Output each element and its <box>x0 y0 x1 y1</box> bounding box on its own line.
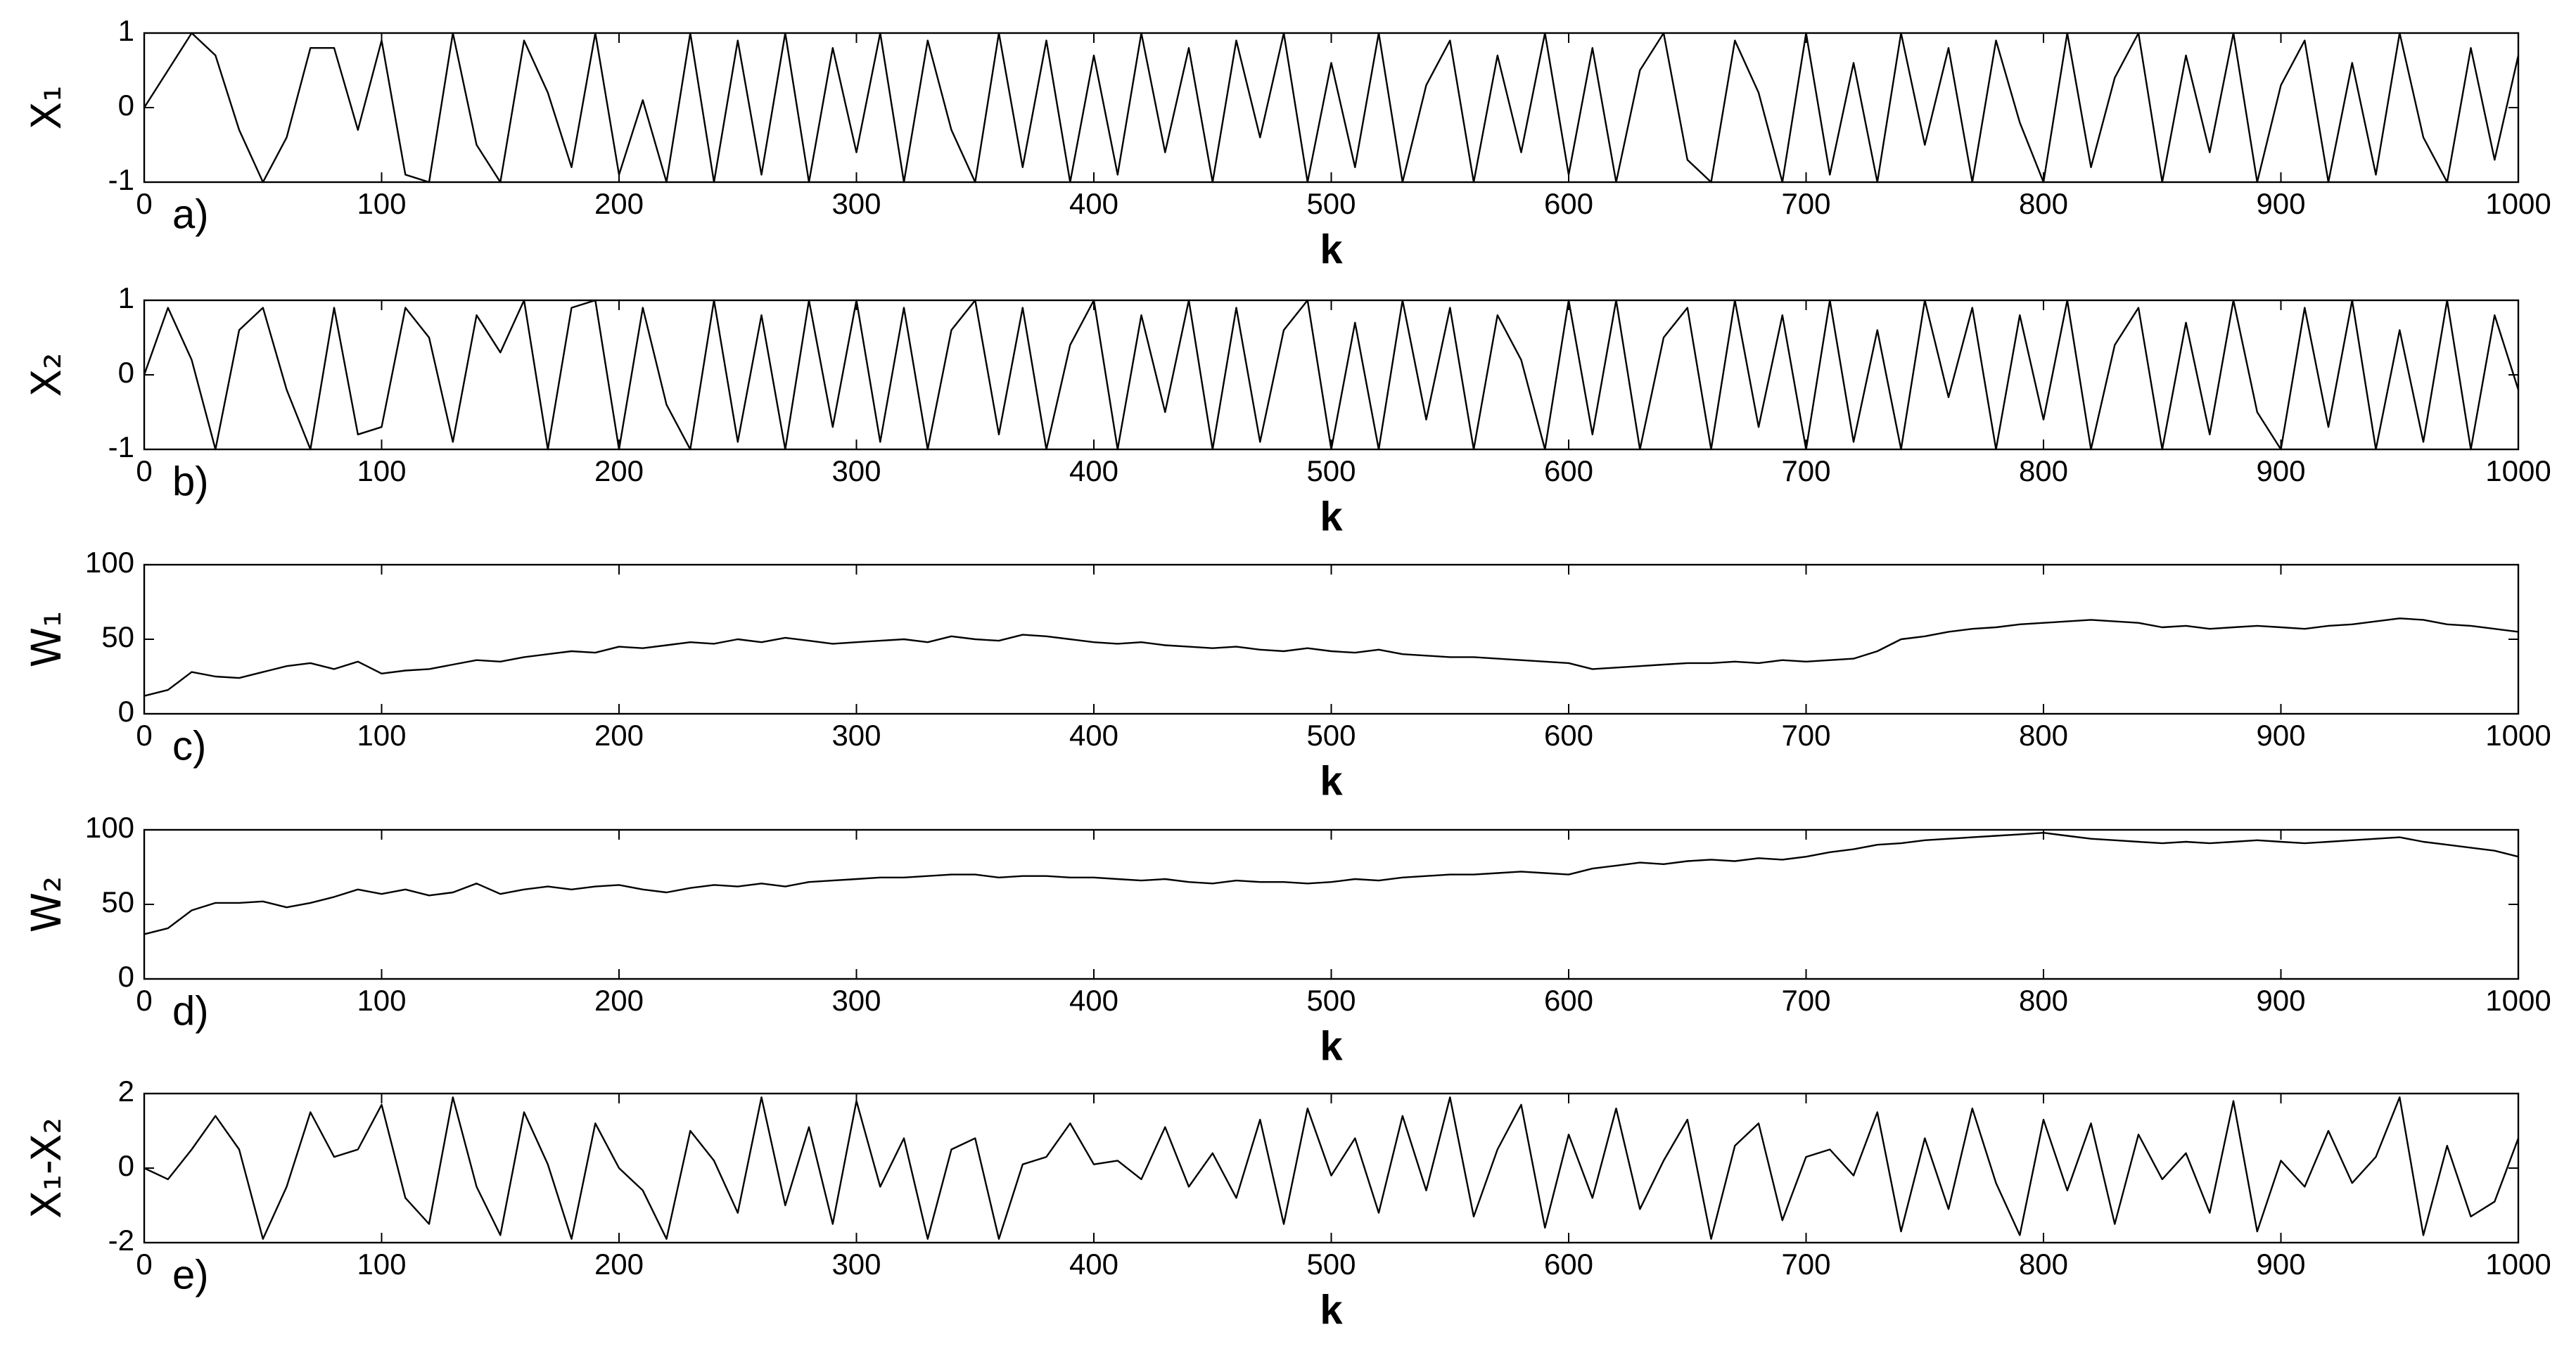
data-line <box>143 32 2520 184</box>
y-tick-label: 100 <box>85 546 134 579</box>
x-tick-label: 300 <box>831 719 881 752</box>
x-tick-label: 300 <box>831 187 881 220</box>
y-axis-label: W₁ <box>23 611 70 668</box>
x-axis-label: k <box>1320 226 1343 272</box>
x-tick-label: 500 <box>1306 454 1356 487</box>
y-axis-label: X₁ <box>23 86 70 130</box>
x-tick-label: 700 <box>1781 984 1830 1017</box>
x-tick-label: 800 <box>2019 454 2068 487</box>
x-tick-label: 900 <box>2256 984 2305 1017</box>
x-tick-label: 400 <box>1069 454 1118 487</box>
x-tick-label: 1000 <box>2485 719 2551 752</box>
x-tick-label: 600 <box>1544 1248 1593 1281</box>
x-tick-label: 600 <box>1544 454 1593 487</box>
y-axis-label: X₁-X₂ <box>23 1117 70 1219</box>
y-tick-label: -1 <box>108 430 134 463</box>
x-tick-label: 100 <box>357 984 406 1017</box>
x-tick-label: 0 <box>136 454 152 487</box>
axes-box <box>143 1092 2520 1244</box>
x-tick-label: 0 <box>136 984 152 1017</box>
x-tick-label: 600 <box>1544 984 1593 1017</box>
x-tick-label: 500 <box>1306 719 1356 752</box>
x-tick-label: 200 <box>594 454 644 487</box>
x-tick-label: 200 <box>594 187 644 220</box>
x-tick-label: 900 <box>2256 187 2305 220</box>
x-tick-label: 200 <box>594 1248 644 1281</box>
x-tick-label: 500 <box>1306 1248 1356 1281</box>
y-tick-label: 0 <box>118 89 134 122</box>
x-tick-label: 1000 <box>2485 1248 2551 1281</box>
x-tick-label: 100 <box>357 454 406 487</box>
x-tick-label: 900 <box>2256 719 2305 752</box>
x-tick-label: 200 <box>594 719 644 752</box>
x-tick-label: 700 <box>1781 1248 1830 1281</box>
x-tick-label: 800 <box>2019 984 2068 1017</box>
x-tick-label: 800 <box>2019 1248 2068 1281</box>
x-axis-label: k <box>1320 1287 1343 1333</box>
x-tick-label: 1000 <box>2485 454 2551 487</box>
data-line <box>144 617 2519 697</box>
x-tick-label: 400 <box>1069 719 1118 752</box>
data-line <box>144 832 2519 935</box>
x-tick-label: 400 <box>1069 984 1118 1017</box>
y-tick-label: 100 <box>85 811 134 844</box>
y-tick-label: 2 <box>118 1075 134 1108</box>
panel-label: c) <box>172 723 206 769</box>
x-tick-label: 0 <box>136 187 152 220</box>
x-tick-label: 900 <box>2256 1248 2305 1281</box>
x-tick-label: 300 <box>831 1248 881 1281</box>
x-tick-label: 800 <box>2019 719 2068 752</box>
x-tick-label: 500 <box>1306 187 1356 220</box>
x-tick-label: 100 <box>357 719 406 752</box>
x-tick-label: 600 <box>1544 187 1593 220</box>
x-tick-label: 400 <box>1069 187 1118 220</box>
x-tick-label: 300 <box>831 984 881 1017</box>
panel-label: e) <box>172 1252 209 1297</box>
x-tick-label: 1000 <box>2485 187 2551 220</box>
data-line <box>143 299 2520 451</box>
x-tick-label: 400 <box>1069 1248 1118 1281</box>
y-tick-label: -2 <box>108 1224 134 1257</box>
y-tick-label: 0 <box>118 1149 134 1182</box>
x-tick-label: 900 <box>2256 454 2305 487</box>
panel-label: d) <box>172 988 209 1034</box>
panel-label: b) <box>172 459 209 504</box>
y-tick-label: 1 <box>118 14 134 47</box>
x-tick-label: 700 <box>1781 187 1830 220</box>
data-line <box>144 1096 2520 1240</box>
axes-box <box>143 563 2520 715</box>
y-axis-label: X₂ <box>23 353 70 397</box>
y-tick-label: 0 <box>118 960 134 993</box>
axes-box <box>143 32 2520 184</box>
y-tick-label: 1 <box>118 281 134 314</box>
x-tick-label: 200 <box>594 984 644 1017</box>
x-tick-label: 700 <box>1781 719 1830 752</box>
x-tick-label: 100 <box>357 1248 406 1281</box>
x-tick-label: 0 <box>136 1248 152 1281</box>
x-tick-label: 0 <box>136 719 152 752</box>
x-tick-label: 700 <box>1781 454 1830 487</box>
x-axis-label: k <box>1320 1023 1343 1069</box>
y-tick-label: 50 <box>101 620 134 653</box>
x-tick-label: 800 <box>2019 187 2068 220</box>
panel-label: a) <box>172 191 209 237</box>
y-axis-label: W₂ <box>23 876 70 933</box>
axes-box <box>143 828 2520 980</box>
x-tick-label: 500 <box>1306 984 1356 1017</box>
x-axis-label: k <box>1320 494 1343 539</box>
y-tick-label: 50 <box>101 885 134 918</box>
y-tick-label: 0 <box>118 356 134 389</box>
x-tick-label: 1000 <box>2485 984 2551 1017</box>
y-tick-label: -1 <box>108 163 134 196</box>
axes-box <box>143 299 2520 451</box>
x-tick-label: 100 <box>357 187 406 220</box>
y-tick-label: 0 <box>118 695 134 728</box>
x-tick-label: 300 <box>831 454 881 487</box>
x-axis-label: k <box>1320 758 1343 804</box>
x-tick-label: 600 <box>1544 719 1593 752</box>
